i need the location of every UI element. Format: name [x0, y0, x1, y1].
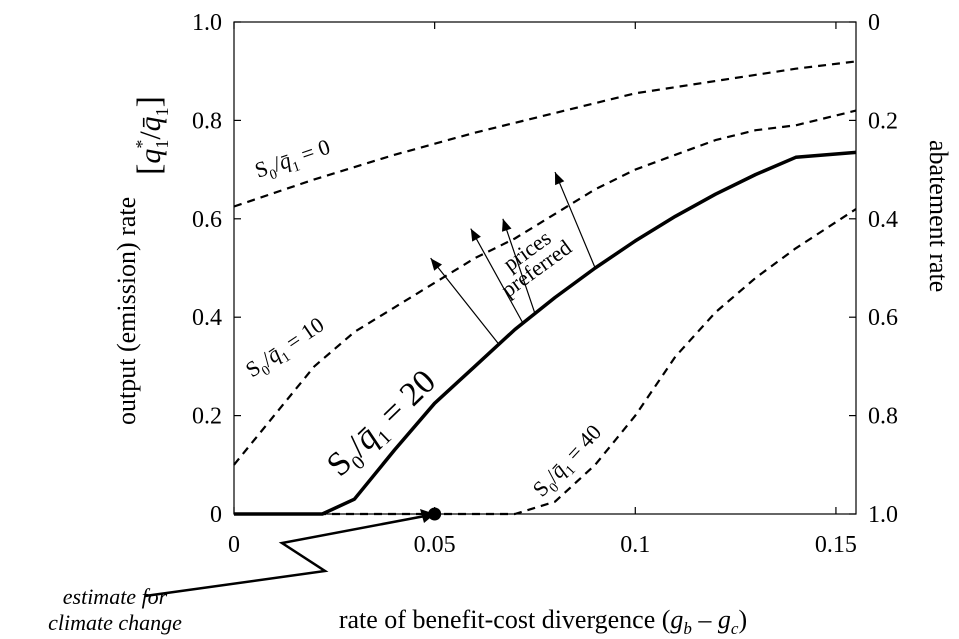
y2-tick-label: 0 — [868, 10, 880, 36]
y-tick-label: 1.0 — [192, 10, 222, 36]
estimate-pointer — [144, 514, 426, 598]
x-tick-label: 0 — [228, 532, 240, 558]
y-axis-formula: [q*1/q̄1] — [131, 96, 172, 175]
y-tick-label: 0.4 — [192, 305, 222, 331]
series-line-s40 — [234, 208, 857, 516]
preference-arrow-head — [430, 258, 442, 271]
y2-tick-label: 0.8 — [868, 404, 898, 430]
preference-arrow-shaft — [430, 257, 500, 345]
series-line-s0 — [233, 60, 857, 208]
preference-arrow-shaft — [554, 171, 596, 269]
preference-arrow-head — [502, 218, 512, 232]
y-tick-label: 0.6 — [192, 207, 222, 233]
x-tick-label: 0.15 — [815, 532, 857, 558]
y-axis-label: output (emission) rate — [112, 197, 141, 425]
estimate-arrowhead — [420, 509, 435, 523]
preference-arrow-head — [555, 172, 565, 186]
series-line-s10 — [233, 109, 857, 466]
estimate-label-2: climate change — [48, 610, 182, 635]
y2-tick-label: 0.4 — [868, 207, 898, 233]
y2-tick-label: 0.6 — [868, 305, 898, 331]
y-tick-label: 0 — [210, 502, 222, 528]
series-line-s20 — [234, 150, 857, 516]
estimate-label-1: estimate for — [63, 584, 168, 609]
label-s10: S0/q̄1 = 10 — [241, 312, 331, 387]
preference-arrows — [430, 171, 596, 345]
x-tick-label: 0.1 — [620, 532, 650, 558]
y2-axis-label: abatement rate — [924, 140, 953, 292]
y2-tick-label: 0.2 — [868, 108, 898, 134]
svg-text:[q*1/q̄1]: [q*1/q̄1] — [131, 96, 172, 175]
y-tick-label: 0.8 — [192, 108, 222, 134]
ticks: 0 0.05 0.1 0.15 0 0.2 0.4 0.6 0.8 1.0 1.0 0.8 0.6 0.4… — [192, 10, 898, 558]
preference-arrow-shaft — [502, 218, 536, 314]
y-tick-label: 0.2 — [192, 404, 222, 430]
x-tick-label: 0.05 — [414, 532, 456, 558]
preference-arrow-shaft — [470, 228, 524, 324]
plot-border — [233, 21, 857, 515]
y2-tick-label: 1.0 — [868, 502, 898, 528]
label-s0: S0/q̄1 = 0 — [251, 134, 334, 188]
label-s20: S0/q̄1 = 20 — [320, 363, 447, 487]
preference-arrow-head — [470, 228, 481, 242]
plot-area — [233, 21, 857, 515]
x-axis-label: rate of benefit-cost divergence (gb – gc… — [339, 605, 747, 638]
